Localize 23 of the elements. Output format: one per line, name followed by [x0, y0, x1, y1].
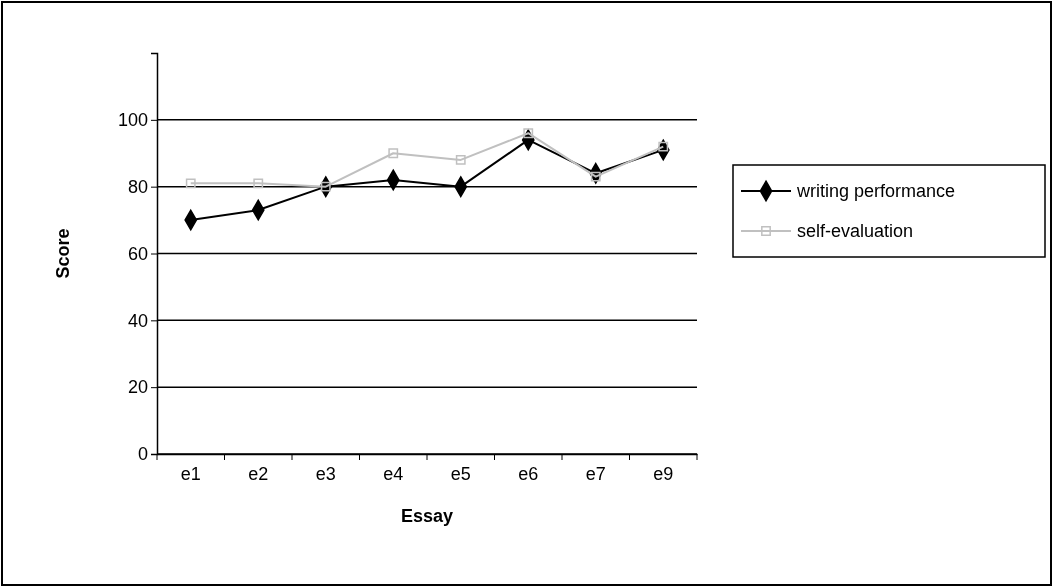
y-axis-title: Score [53, 228, 73, 279]
x-tick-label: e3 [315, 464, 336, 485]
y-tick-label: 0 [137, 444, 148, 465]
x-tick-label: e1 [180, 464, 201, 485]
point [455, 155, 466, 165]
legend-label: self-evaluation [797, 221, 914, 241]
y-tick-label: 80 [127, 176, 148, 197]
point [185, 178, 196, 189]
y-tick-label: 40 [127, 310, 148, 331]
x-tick-label: e2 [248, 464, 269, 485]
x-tick-label: e7 [585, 464, 606, 485]
y-tick-label: 100 [117, 110, 148, 131]
point [523, 128, 534, 139]
y-tick-label: 20 [127, 377, 148, 398]
x-tick-label: e9 [653, 464, 674, 485]
y-tick-label: 60 [127, 243, 148, 264]
x-tick-label: e6 [518, 464, 539, 485]
point [388, 148, 399, 159]
x-tick-label: e5 [450, 464, 471, 485]
point [253, 178, 264, 189]
legend-label: writing performance [796, 181, 956, 201]
x-axis-title: Essay [400, 506, 454, 526]
x-tick-label: e4 [383, 464, 404, 485]
